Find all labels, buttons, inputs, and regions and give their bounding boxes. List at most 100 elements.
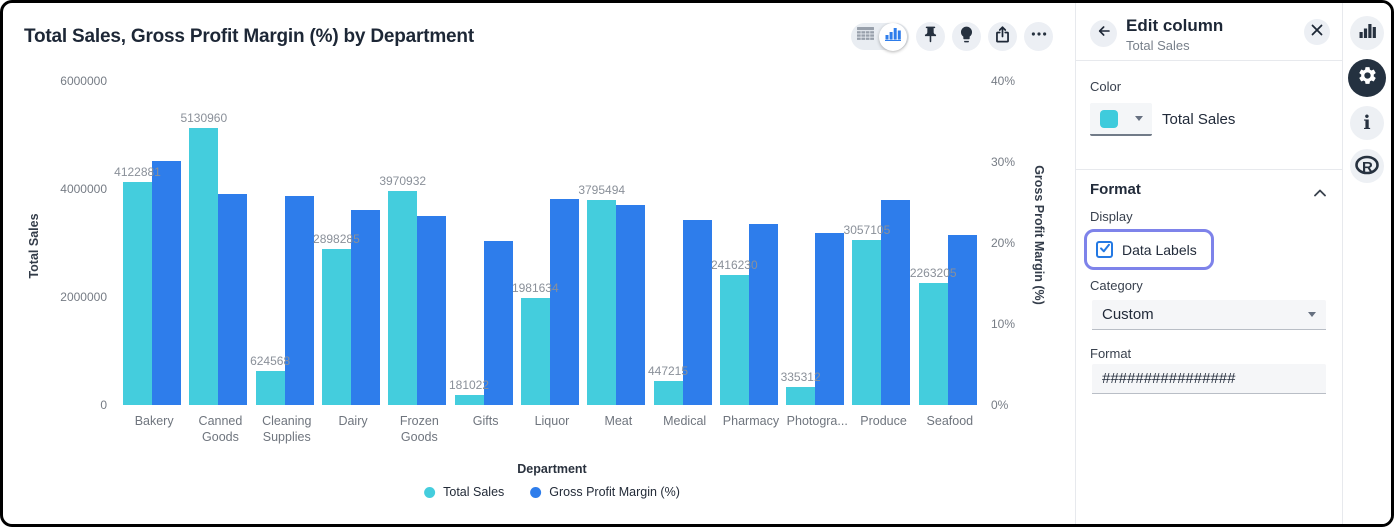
legend-item-total-sales[interactable]: Total Sales (424, 485, 504, 499)
data-label: 181022 (448, 378, 490, 393)
data-label: 624568 (250, 354, 291, 369)
color-swatch-dropdown[interactable] (1090, 103, 1152, 136)
left-axis-tick: 2000000 (60, 289, 107, 304)
legend-label: Total Sales (443, 485, 505, 499)
legend-dot-gross-profit-margin (530, 486, 542, 498)
bar-gross-profit-margin-10[interactable] (815, 233, 845, 405)
chart-view-button[interactable] (879, 22, 907, 51)
info-button[interactable]: i (1350, 106, 1384, 140)
bar-total-sales-0[interactable] (123, 182, 152, 405)
bar-total-sales-7[interactable] (587, 200, 617, 405)
share-icon (993, 25, 1012, 49)
bar-gross-profit-margin-5[interactable] (483, 241, 513, 405)
chart-properties-button[interactable] (1350, 16, 1384, 50)
bar-total-sales-12[interactable] (918, 282, 948, 405)
left-axis-tick: 0 (100, 397, 107, 412)
bar-gross-profit-margin-12[interactable] (947, 234, 977, 405)
x-tick-label: Produce (860, 414, 907, 428)
element-rail: i R (1342, 3, 1391, 524)
bar-total-sales-5[interactable] (454, 395, 484, 405)
chart-title: Total Sales, Gross Profit Margin (%) by … (24, 26, 474, 47)
bar-gross-profit-margin-3[interactable] (350, 209, 380, 405)
settings-button[interactable] (1348, 59, 1386, 97)
right-axis-tick: 10% (991, 316, 1016, 331)
legend-item-gross-profit-margin[interactable]: Gross Profit Margin (%) (530, 485, 680, 499)
format-label: Format (1090, 346, 1132, 361)
left-axis-tick: 4000000 (60, 181, 107, 196)
legend-label: Gross Profit Margin (%) (549, 485, 680, 499)
data-label: 2263205 (909, 265, 957, 280)
pin-icon (921, 25, 940, 49)
table-view-icon (856, 27, 874, 46)
pin-button[interactable] (916, 22, 945, 51)
bar-gross-profit-margin-2[interactable] (284, 196, 314, 405)
chart-view-icon (885, 27, 901, 46)
bar-gross-profit-margin-8[interactable] (682, 219, 712, 405)
bar-total-sales-11[interactable] (852, 239, 882, 405)
checkmark-icon (1099, 241, 1111, 259)
r-integration-button[interactable]: R (1350, 149, 1384, 183)
more-options-button[interactable] (1024, 22, 1053, 51)
bar-gross-profit-margin-7[interactable] (616, 204, 646, 405)
right-axis-tick: 20% (991, 235, 1016, 250)
format-input[interactable]: ################ (1092, 364, 1326, 394)
gear-icon (1357, 65, 1378, 91)
display-label: Display (1090, 209, 1133, 224)
chart-element: Total Sales, Gross Profit Margin (%) by … (3, 3, 1075, 524)
bar-total-sales-6[interactable] (520, 298, 550, 405)
left-axis-tick: 6000000 (60, 73, 107, 88)
bar-total-sales-10[interactable] (786, 386, 816, 405)
bar-total-sales-2[interactable] (255, 371, 285, 405)
right-axis-tick: 0% (991, 397, 1009, 412)
bar-gross-profit-margin-0[interactable] (152, 161, 181, 405)
bar-gross-profit-margin-6[interactable] (549, 199, 579, 405)
category-select[interactable]: Custom (1092, 300, 1326, 330)
x-tick-label: Pharmacy (722, 414, 780, 428)
back-arrow-icon (1096, 23, 1112, 44)
data-label: 1981634 (511, 281, 559, 295)
bar-total-sales-4[interactable] (388, 190, 418, 405)
bar-total-sales-1[interactable] (189, 127, 219, 405)
divider (1076, 60, 1342, 61)
chart-toolbar (851, 22, 1053, 51)
data-label: 2898285 (313, 231, 360, 246)
explain-button[interactable] (952, 22, 981, 51)
edit-column-panel: Edit column Total Sales Color Total Sale… (1075, 3, 1342, 524)
view-toggle (851, 22, 909, 51)
plot-area: 4122881 5130960 624568 2898285 3970932 181022… (114, 81, 983, 405)
chevron-down-icon (1135, 116, 1143, 121)
data-label: 3970932 (379, 173, 427, 188)
x-tick-label: Medical (663, 414, 707, 428)
data-label: 4122881 (114, 165, 161, 180)
info-icon: i (1363, 111, 1371, 134)
divider (1076, 169, 1342, 170)
bar-total-sales-9[interactable] (719, 274, 749, 405)
bar-gross-profit-margin-1[interactable] (218, 194, 248, 405)
bar-gross-profit-margin-9[interactable] (748, 224, 778, 405)
share-button[interactable] (988, 22, 1017, 51)
bar-chart-icon (1359, 23, 1376, 43)
right-axis-title: Gross Profit Margin (%) (1032, 165, 1046, 305)
bar-total-sales-8[interactable] (653, 380, 683, 405)
x-tick-label: Cleaning Supplies (262, 414, 312, 444)
bar-gross-profit-margin-4[interactable] (417, 215, 447, 405)
color-section-label: Color (1090, 79, 1122, 94)
data-labels-checkbox[interactable] (1096, 241, 1113, 258)
close-button[interactable] (1304, 19, 1330, 45)
data-label: 5130960 (180, 110, 228, 125)
color-series-name: Total Sales (1162, 111, 1236, 128)
x-tick-label: Seafood (926, 414, 974, 428)
chevron-down-icon (1308, 312, 1316, 317)
r-logo-icon: R (1354, 155, 1380, 177)
close-icon (1311, 23, 1323, 41)
collapse-section-button[interactable] (1314, 184, 1326, 202)
back-button[interactable] (1090, 20, 1117, 47)
format-section-header: Format (1090, 181, 1141, 198)
bar-total-sales-3[interactable] (321, 248, 351, 405)
more-icon (1030, 25, 1048, 48)
table-view-button[interactable] (851, 23, 879, 50)
data-label: 2416230 (710, 257, 758, 272)
format-input-value: ################ (1102, 370, 1236, 387)
color-swatch (1100, 109, 1118, 128)
bar-gross-profit-margin-11[interactable] (881, 200, 911, 405)
